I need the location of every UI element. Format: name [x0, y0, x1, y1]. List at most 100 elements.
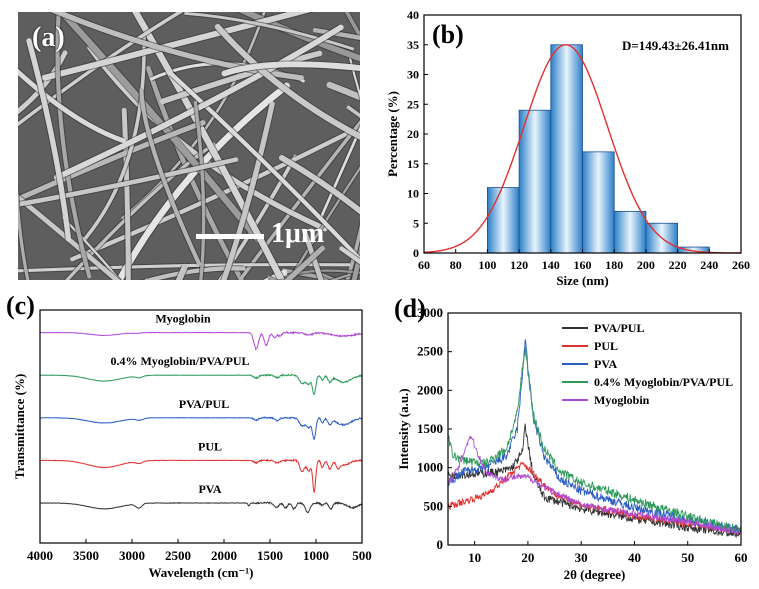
histogram-bar: [518, 109, 552, 254]
fiber: [18, 12, 184, 127]
y-axis-label-d: Intensity (a.u.): [396, 388, 411, 469]
x-tick-label-d: 10: [468, 550, 481, 565]
spectrum-line: [39, 373, 363, 396]
x-tick-label-c: 2000: [211, 548, 237, 563]
fiber: [139, 88, 202, 266]
x-tick-label-b: 240: [700, 258, 718, 272]
y-tick-label-d: 1500: [417, 421, 443, 436]
panel-b-tag: (b): [432, 20, 464, 49]
legend-entry: PVA: [594, 357, 617, 371]
fiber: [288, 166, 360, 280]
y-tick-label-b: 30: [407, 68, 419, 82]
spectrum-line: [39, 501, 363, 514]
x-tick-label-d: 20: [521, 550, 534, 565]
y-tick-label-b: 35: [407, 38, 419, 52]
y-axis-label-c: Transmittance (%): [12, 374, 27, 480]
fiber: [57, 12, 262, 243]
histogram-bar: [486, 187, 520, 254]
fiber: [221, 101, 275, 280]
histogram-bar: [550, 44, 583, 254]
spectrum-label: PVA/PUL: [179, 397, 229, 411]
fiber: [168, 71, 360, 263]
fiber: [142, 266, 246, 280]
x-tick-label-c: 3500: [73, 548, 99, 563]
fiber: [18, 120, 206, 202]
fiber: [64, 142, 216, 280]
xrd-pattern-line: [447, 345, 741, 534]
spectrum-line: [40, 416, 363, 441]
y-tick-label-d: 500: [424, 498, 444, 513]
y-tick-label-b: 5: [413, 216, 419, 230]
sem-micrograph: [18, 12, 360, 280]
x-tick-label-c: 4000: [27, 548, 53, 563]
fiber: [18, 68, 126, 144]
plot-frame-c: [39, 309, 363, 544]
fiber: [145, 66, 245, 280]
y-tick-label-b: 25: [407, 97, 419, 111]
histogram-bar: [582, 151, 615, 254]
x-tick-label-c: 1500: [257, 548, 283, 563]
x-tick-label-b: 200: [637, 258, 655, 272]
x-axis-label-c: Wavelength (cm⁻¹): [149, 565, 254, 580]
x-tick-label-b: 260: [732, 258, 750, 272]
x-tick-label-d: 60: [735, 550, 748, 565]
x-axis-label-b: Size (nm): [556, 273, 608, 288]
x-tick-label-d: 30: [575, 550, 588, 565]
x-tick-label-b: 80: [450, 258, 462, 272]
x-tick-label-c: 3000: [119, 548, 145, 563]
spectrum-line: [39, 458, 363, 493]
fiber: [214, 23, 360, 140]
y-tick-label-d: 0: [437, 537, 444, 552]
fiber: [87, 45, 328, 232]
fiber: [326, 81, 360, 101]
fiber: [41, 12, 311, 81]
x-tick-label-c: 500: [352, 548, 372, 563]
x-tick-label-b: 180: [605, 258, 623, 272]
y-tick-label-b: 10: [407, 187, 419, 201]
x-axis-label-d: 2θ (degree): [564, 567, 626, 582]
legend-entry: Myoglobin: [594, 393, 650, 407]
legend-entry: PUL: [594, 339, 618, 353]
x-tick-label-d: 50: [681, 550, 694, 565]
panel-d-tag: (d): [394, 294, 426, 323]
fiber: [18, 187, 30, 280]
panel-a-tag: (a): [32, 22, 65, 53]
x-tick-label-b: 140: [542, 258, 560, 272]
fiber: [193, 100, 206, 280]
x-tick-label-c: 1000: [303, 548, 329, 563]
fiber: [184, 12, 355, 51]
fiber: [18, 157, 239, 207]
x-tick-label-b: 100: [478, 258, 496, 272]
spectrum-label: PUL: [198, 439, 222, 453]
x-tick-label-b: 60: [418, 258, 430, 272]
fiber: [239, 119, 360, 280]
x-tick-label-c: 2500: [165, 548, 191, 563]
fiber: [345, 224, 360, 280]
gaussian-fit-line: [423, 44, 741, 254]
y-tick-label-d: 2500: [417, 344, 443, 359]
fiber: [26, 38, 72, 242]
y-tick-label-d: 2000: [417, 382, 443, 397]
legend-entry: PVA/PUL: [594, 321, 644, 335]
y-axis-label-b: Percentage (%): [385, 91, 400, 177]
fiber: [160, 50, 323, 105]
spectrum-label: PVA: [198, 482, 221, 496]
x-tick-label-b: 220: [669, 258, 687, 272]
y-tick-label-b: 0: [413, 246, 419, 260]
fiber: [54, 24, 344, 181]
legend-entry: 0.4% Myoglobin/PVA/PUL: [594, 375, 733, 389]
y-tick-label-b: 40: [407, 8, 419, 22]
y-tick-label-d: 3000: [417, 305, 443, 320]
sem-image-panel: (a) 1μm: [18, 12, 360, 280]
spectrum-label: 0.4% Myoglobin/PVA/PUL: [110, 354, 249, 368]
fiber: [55, 12, 92, 279]
panel-c-tag: (c): [6, 291, 35, 320]
fiber: [279, 155, 360, 215]
x-tick-label-b: 120: [510, 258, 528, 272]
spectrum-line: [39, 330, 363, 351]
fiber: [115, 82, 290, 280]
histogram-bar: [613, 210, 647, 254]
fiber: [238, 12, 360, 62]
x-tick-label-d: 40: [628, 550, 641, 565]
spectrum-label: Myoglobin: [155, 312, 211, 326]
